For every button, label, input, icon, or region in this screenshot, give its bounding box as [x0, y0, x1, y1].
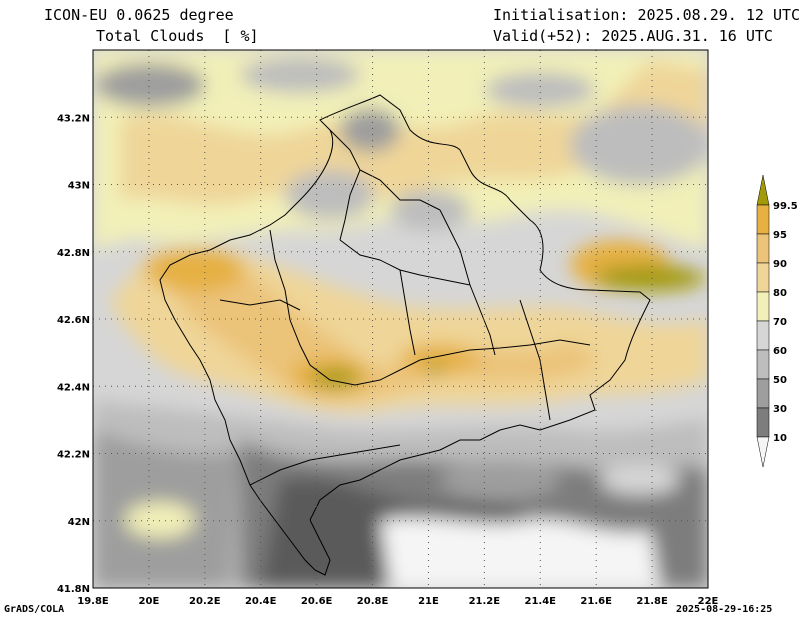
lon-tick-label: 21.2E [469, 596, 501, 607]
region-border [399, 269, 416, 356]
colorbar-label: 10 [773, 433, 787, 444]
colorbar-swatch [756, 349, 770, 380]
lon-tick-label: 20.8E [357, 596, 389, 607]
region-border [219, 299, 301, 311]
region-border [269, 229, 591, 386]
colorbar-swatch [756, 262, 770, 293]
lat-tick-label: 43N [68, 181, 90, 192]
lon-tick-label: 20.2E [189, 596, 221, 607]
credit-text: GrADS/COLA [4, 604, 65, 615]
field-title: Total Clouds [ %] [96, 27, 259, 45]
lat-tick-label: 42.2N [57, 450, 90, 461]
lat-tick-label: 42.6N [57, 315, 90, 326]
model-title: ICON-EU 0.0625 degree [44, 6, 234, 24]
colorbar-swatch [756, 233, 770, 264]
colorbar-label: 30 [773, 404, 787, 415]
colorbar-label: 95 [773, 230, 787, 241]
lon-tick-label: 22E [698, 596, 719, 607]
colorbar-bottom-arrow [756, 436, 770, 468]
colorbar-swatch [756, 204, 770, 235]
lon-tick-label: 21E [418, 596, 439, 607]
borders [159, 94, 651, 576]
colorbar: 99.5 95 90 80 70 60 50 30 10 [756, 174, 798, 468]
country-border [159, 94, 651, 576]
colorbar-label: 60 [773, 346, 787, 357]
region-border [519, 299, 551, 421]
lat-tick-label: 42.8N [57, 248, 90, 259]
axis-ticks: 19.8E 20E 20.2E 20.4E 20.6E 20.8E 21E 21.2E 21.4… [57, 113, 719, 607]
region-border [359, 169, 441, 211]
lon-tick-label: 21.8E [636, 596, 668, 607]
map-frame [92, 49, 709, 589]
lat-tick-label: 42N [68, 517, 90, 528]
lon-tick-label: 20.4E [245, 596, 277, 607]
colorbar-swatch [756, 291, 770, 322]
timestamp-text: 2025-08-29-16:25 [676, 604, 773, 615]
lon-tick-label: 21.6E [580, 596, 612, 607]
lon-tick-label: 20E [139, 596, 160, 607]
region-border [439, 209, 471, 286]
colorbar-label: 90 [773, 259, 787, 270]
lat-tick-label: 43.2N [57, 113, 90, 124]
colorbar-label: 70 [773, 317, 787, 328]
gridlines [93, 50, 708, 588]
colorbar-swatch [756, 320, 770, 351]
lat-tick-label: 42.4N [57, 382, 90, 393]
colorbar-label: 80 [773, 288, 787, 299]
region-border [249, 444, 401, 486]
lon-tick-label: 21.4E [525, 596, 557, 607]
lon-tick-label: 19.8E [77, 596, 109, 607]
colorbar-label: 99.5 [773, 201, 798, 212]
lat-tick-label: 41.8N [57, 584, 90, 595]
initialisation-time: Initialisation: 2025.08.29. 12 UTC [493, 6, 800, 24]
valid-time: Valid(+52): 2025.AUG.31. 16 UTC [493, 27, 773, 45]
colorbar-top-arrow [756, 174, 770, 206]
cloud-field [93, 50, 708, 588]
colorbar-label: 50 [773, 375, 787, 386]
colorbar-swatch [756, 378, 770, 409]
region-border [329, 129, 361, 241]
lon-tick-label: 20.6E [301, 596, 333, 607]
colorbar-swatch [756, 407, 770, 438]
region-border [469, 284, 496, 356]
